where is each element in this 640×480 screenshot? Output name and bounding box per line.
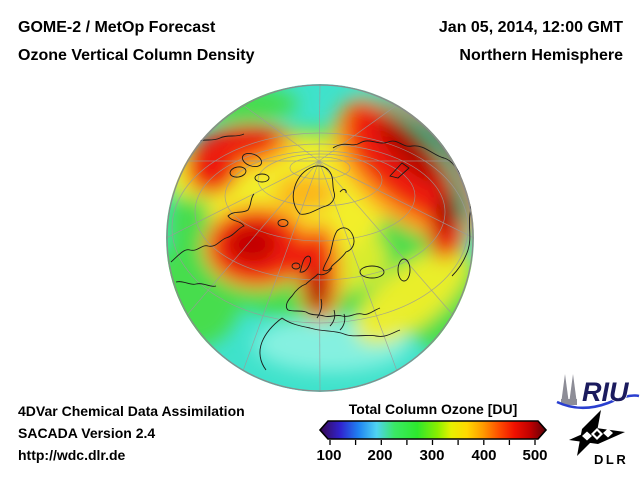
url-label: http://wdc.dlr.de: [18, 447, 126, 463]
header-left: GOME-2 / MetOp Forecast Ozone Vertical C…: [18, 14, 255, 70]
dlr-emblem-icon: [569, 410, 625, 456]
dlr-logo: DLR: [569, 410, 628, 467]
datetime-label: Jan 05, 2014, 12:00 GMT: [438, 19, 623, 36]
footer-left: 4DVar Chemical Data Assimilation SACADA …: [18, 400, 245, 466]
colorbar-tick-labels: 100 200 300 400 500: [316, 447, 548, 465]
colorbar-gradient: [318, 420, 548, 445]
riu-wave-icon: [556, 394, 640, 410]
assimilation-label: 4DVar Chemical Data Assimilation: [18, 403, 245, 419]
riu-logo: RIU: [556, 374, 640, 410]
tick-label-100: 100: [316, 447, 342, 464]
ozone-field: [166, 84, 474, 392]
colorbar-ticks: [329, 440, 536, 445]
graticule: [166, 84, 474, 392]
tick-label-400: 400: [471, 447, 497, 464]
tick-label-200: 200: [367, 447, 393, 464]
tick-label-500: 500: [522, 447, 548, 464]
hemisphere-label: Northern Hemisphere: [459, 47, 623, 64]
product-title: GOME-2 / MetOp Forecast: [18, 19, 216, 36]
product-subtitle: Ozone Vertical Column Density: [18, 47, 255, 64]
header-right: Jan 05, 2014, 12:00 GMT Northern Hemisph…: [439, 14, 623, 70]
riu-logo-text: RIU: [582, 377, 630, 407]
riu-cathedral-icon: [561, 374, 577, 405]
colorbar: Total Column Ozone [DU] 100 200 300 40: [316, 401, 548, 465]
version-label: SACADA Version 2.4: [18, 425, 156, 441]
colorbar-title: Total Column Ozone [DU]: [348, 401, 518, 417]
tick-label-300: 300: [419, 447, 445, 464]
dlr-logo-text: DLR: [594, 452, 628, 467]
